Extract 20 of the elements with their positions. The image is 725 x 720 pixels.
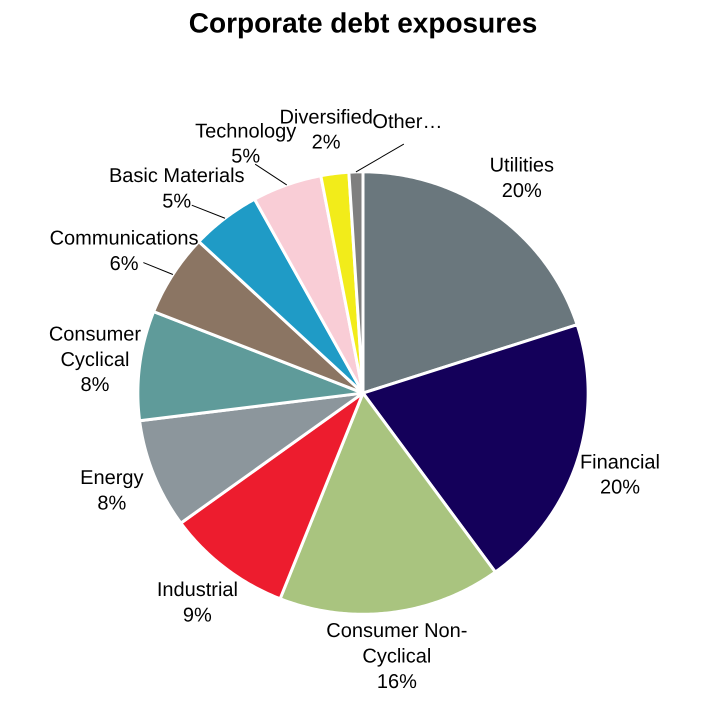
data-label: 16%: [376, 670, 418, 693]
slice-label: Basic Materials: [108, 165, 245, 188]
data-label: 8%: [80, 374, 110, 396]
data-label: 9%: [182, 604, 212, 626]
slice-label: Energy: [80, 467, 144, 490]
slice-label: Consumer Non-Cyclical: [326, 620, 468, 668]
chart-title: Corporate debt exposures: [188, 8, 538, 38]
slice-label: Communications: [50, 227, 199, 250]
data-label: 20%: [502, 180, 542, 202]
data-label: 8%: [97, 492, 126, 514]
slice-label: Other…: [372, 111, 442, 134]
data-label: 20%: [600, 476, 640, 499]
data-label: 5%: [162, 190, 192, 212]
data-label: 5%: [231, 146, 260, 168]
slice-label: Utilities: [490, 154, 554, 177]
slice-label: Industrial: [156, 579, 238, 602]
data-label: 6%: [110, 252, 139, 275]
data-label: 2%: [312, 132, 341, 154]
slice-label: Financial: [580, 451, 660, 474]
slice-label: Consumer Cyclical: [48, 323, 142, 371]
